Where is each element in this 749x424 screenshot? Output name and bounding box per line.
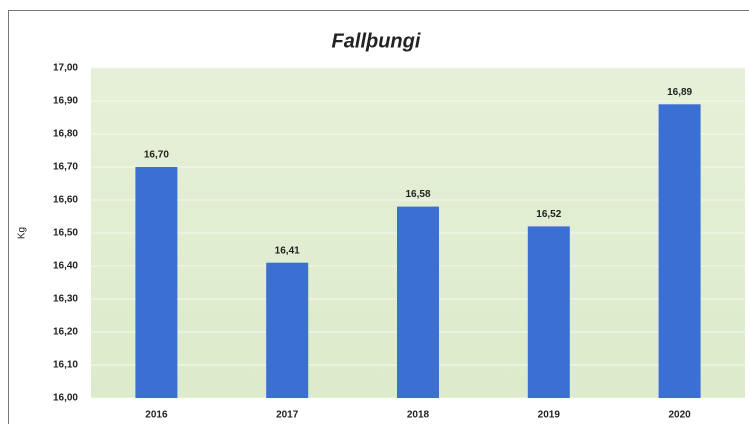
y-tick-label: 16,60 (53, 195, 78, 206)
data-label: 16,41 (275, 245, 300, 256)
bar (527, 226, 570, 398)
y-tick-label: 16,30 (53, 294, 78, 305)
bar (135, 167, 178, 398)
y-tick-label: 16,80 (53, 129, 78, 140)
chart-title: Fallþungi (332, 30, 421, 52)
bar (266, 262, 309, 398)
y-tick-label: 16,20 (53, 327, 78, 338)
y-axis-label: Kg (17, 227, 28, 239)
data-label: 16,58 (405, 189, 430, 200)
y-tick-label: 16,10 (53, 360, 78, 371)
data-label: 16,70 (144, 150, 169, 161)
y-tick-label: 16,40 (53, 261, 78, 272)
data-label: 16,52 (536, 209, 561, 220)
x-tick-label: 2020 (668, 410, 691, 421)
y-tick-label: 16,00 (53, 393, 78, 404)
x-tick-label: 2017 (276, 410, 299, 421)
data-label: 16,89 (667, 87, 692, 98)
y-tick-label: 16,70 (53, 162, 78, 173)
y-tick-label: 17,00 (53, 63, 78, 74)
x-tick-label: 2016 (145, 410, 168, 421)
x-tick-label: 2019 (538, 410, 561, 421)
y-tick-label: 16,50 (53, 228, 78, 239)
bar (658, 104, 701, 399)
x-tick-label: 2018 (407, 410, 430, 421)
y-tick-label: 16,90 (53, 96, 78, 107)
bar (397, 206, 439, 398)
